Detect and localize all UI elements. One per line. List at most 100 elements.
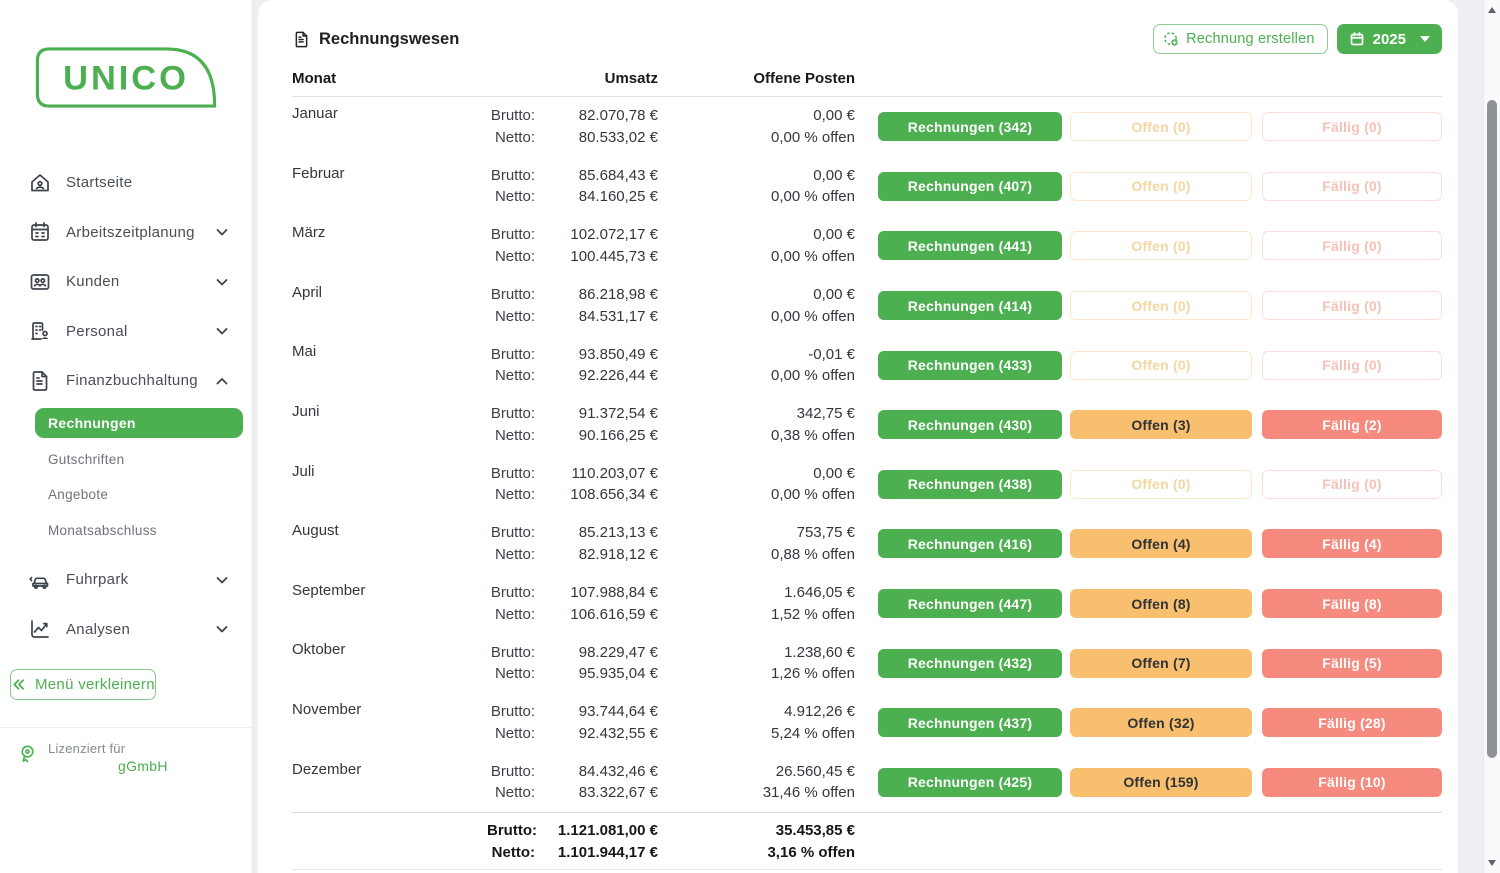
open-button[interactable]: Offen (0) <box>1070 171 1252 201</box>
brutto-label: Brutto: <box>490 286 535 304</box>
due-button[interactable]: Fällig (2) <box>1262 410 1442 440</box>
sidebar-subitem-gutschriften[interactable]: Gutschriften <box>0 442 252 478</box>
due-button[interactable]: Fällig (0) <box>1262 350 1442 380</box>
netto-value: 84.160,25 € <box>578 188 658 206</box>
open-button[interactable]: Offen (159) <box>1070 767 1252 797</box>
brutto-value: 85.684,43 € <box>578 166 658 184</box>
page-header: Rechnungswesen Rechnung erstellen <box>292 0 1442 54</box>
vertical-scrollbar[interactable] <box>1483 0 1500 873</box>
chevron-down-icon <box>214 621 230 637</box>
netto-label: Netto: <box>494 784 535 802</box>
invoices-button[interactable]: Rechnungen (430) <box>878 410 1062 440</box>
netto-label: Netto: <box>494 665 535 683</box>
year-selector-button[interactable]: 2025 <box>1336 24 1442 54</box>
due-button[interactable]: Fällig (4) <box>1262 529 1442 559</box>
table-row: November Brutto: Netto: 93.744,64 € 92.4… <box>292 693 1442 753</box>
netto-value: 92.226,44 € <box>578 367 658 385</box>
due-button[interactable]: Fällig (5) <box>1262 648 1442 678</box>
double-chevron-left-icon <box>11 677 26 692</box>
netto-value: 108.656,34 € <box>570 486 658 504</box>
chevron-down-icon <box>214 572 230 588</box>
sidebar-item-kunden[interactable]: Kunden <box>0 257 252 307</box>
brutto-label: Brutto: <box>490 107 535 125</box>
month-name: Januar <box>292 105 338 122</box>
open-amount: 4.912,26 € <box>784 703 855 721</box>
brutto-value: 107.988,84 € <box>570 584 658 602</box>
invoices-button[interactable]: Rechnungen (425) <box>878 767 1062 797</box>
scrollbar-thumb[interactable] <box>1487 100 1497 758</box>
brutto-value: 84.432,46 € <box>578 762 658 780</box>
due-button[interactable]: Fällig (0) <box>1262 231 1442 261</box>
invoices-button[interactable]: Rechnungen (414) <box>878 291 1062 321</box>
create-invoice-button[interactable]: Rechnung erstellen <box>1153 24 1328 54</box>
open-percent: 1,26 % offen <box>771 665 855 683</box>
due-button[interactable]: Fällig (0) <box>1262 469 1442 499</box>
sidebar-item-finanzbuchhaltung[interactable]: Finanzbuchhaltung <box>0 356 252 406</box>
sidebar-subitem-angebote[interactable]: Angebote <box>0 477 252 513</box>
sidebar-item-label: Startseite <box>66 174 133 192</box>
open-amount: 0,00 € <box>813 166 855 184</box>
page-title-text: Rechnungswesen <box>319 29 460 48</box>
due-button[interactable]: Fällig (8) <box>1262 589 1442 619</box>
open-percent: 0,00 % offen <box>771 247 855 265</box>
table-row: August Brutto: Netto: 85.213,13 € 82.918… <box>292 514 1442 574</box>
open-button[interactable]: Offen (0) <box>1070 112 1252 142</box>
open-button[interactable]: Offen (8) <box>1070 589 1252 619</box>
sidebar-subitem-label: Monatsabschluss <box>48 522 157 538</box>
license-name: gGmbH <box>118 758 168 774</box>
sidebar-divider <box>0 727 252 728</box>
sidebar-subitem-rechnungen[interactable]: Rechnungen <box>35 407 243 438</box>
sidebar-subitem-label: Rechnungen <box>48 414 136 431</box>
scroll-up-icon[interactable] <box>1488 7 1496 13</box>
open-button[interactable]: Offen (3) <box>1070 410 1252 440</box>
netto-value: 83.322,67 € <box>578 784 658 802</box>
open-button[interactable]: Offen (0) <box>1070 350 1252 380</box>
sidebar-item-label: Personal <box>66 322 128 340</box>
open-percent: 1,52 % offen <box>771 605 855 623</box>
totals-brutto-label: Brutto: <box>487 822 537 840</box>
invoices-button[interactable]: Rechnungen (407) <box>878 171 1062 201</box>
sidebar-item-analysen[interactable]: Analysen <box>0 605 252 655</box>
invoices-button[interactable]: Rechnungen (416) <box>878 529 1062 559</box>
due-button[interactable]: Fällig (28) <box>1262 708 1442 738</box>
table-row: Mai Brutto: Netto: 93.850,49 € 92.226,44… <box>292 335 1442 395</box>
due-button[interactable]: Fällig (0) <box>1262 291 1442 321</box>
brutto-label: Brutto: <box>490 166 535 184</box>
scroll-down-icon[interactable] <box>1488 860 1496 866</box>
invoices-button[interactable]: Rechnungen (438) <box>878 469 1062 499</box>
due-button[interactable]: Fällig (0) <box>1262 171 1442 201</box>
open-button[interactable]: Offen (32) <box>1070 708 1252 738</box>
invoices-button[interactable]: Rechnungen (437) <box>878 708 1062 738</box>
sidebar-item-label: Fuhrpark <box>66 571 129 589</box>
open-amount: 0,00 € <box>813 107 855 125</box>
sidebar-item-fuhrpark[interactable]: Fuhrpark <box>0 555 252 605</box>
open-amount: 342,75 € <box>796 405 855 423</box>
year-label: 2025 <box>1372 30 1406 48</box>
sidebar-subitem-monatsabschluss[interactable]: Monatsabschluss <box>0 513 252 549</box>
invoices-button[interactable]: Rechnungen (441) <box>878 231 1062 261</box>
open-button[interactable]: Offen (0) <box>1070 231 1252 261</box>
open-button[interactable]: Offen (7) <box>1070 648 1252 678</box>
collapse-menu-button[interactable]: Menü verkleinern <box>10 669 156 700</box>
due-button[interactable]: Fällig (0) <box>1262 112 1442 142</box>
sidebar: UNICO Startseite Arbeitszeitplanung <box>0 0 253 873</box>
brutto-label: Brutto: <box>490 584 535 602</box>
sidebar-item-personal[interactable]: Personal <box>0 307 252 357</box>
sidebar-item-startseite[interactable]: Startseite <box>0 158 252 208</box>
due-button[interactable]: Fällig (10) <box>1262 767 1442 797</box>
open-button[interactable]: Offen (0) <box>1070 291 1252 321</box>
netto-value: 106.616,59 € <box>570 605 658 623</box>
sidebar-item-arbeitszeitplanung[interactable]: Arbeitszeitplanung <box>0 208 252 258</box>
open-button[interactable]: Offen (4) <box>1070 529 1252 559</box>
create-invoice-icon <box>1163 31 1180 48</box>
sidebar-nav: Startseite Arbeitszeitplanung Kunden <box>0 158 252 654</box>
invoices-button[interactable]: Rechnungen (433) <box>878 350 1062 380</box>
brutto-value: 86.218,98 € <box>578 286 658 304</box>
invoices-button[interactable]: Rechnungen (432) <box>878 648 1062 678</box>
netto-value: 82.918,12 € <box>578 545 658 563</box>
invoices-button[interactable]: Rechnungen (447) <box>878 589 1062 619</box>
open-percent: 0,00 % offen <box>771 486 855 504</box>
invoices-button[interactable]: Rechnungen (342) <box>878 112 1062 142</box>
netto-value: 80.533,02 € <box>578 128 658 146</box>
open-button[interactable]: Offen (0) <box>1070 469 1252 499</box>
